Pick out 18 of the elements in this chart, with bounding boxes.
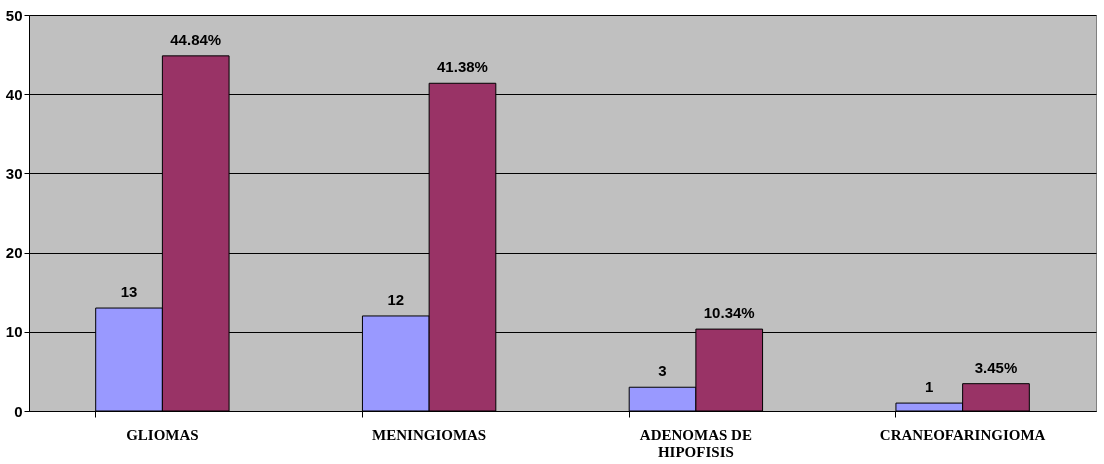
x-tick-label: CRANEOFARINGIOMA (879, 426, 1046, 443)
y-tick-label: 0 (14, 402, 23, 420)
y-tick-label: 50 (5, 6, 23, 24)
data-label: 13 (120, 283, 138, 301)
y-tick-label: 10 (5, 323, 23, 341)
data-label: 1 (925, 378, 934, 396)
data-label: 44.84% (170, 30, 222, 48)
y-tick-label: 20 (5, 244, 23, 262)
y-tick-label: 30 (5, 164, 23, 182)
data-label: 10.34% (703, 304, 755, 322)
x-tick-label: ADENOMAS DE HIPOFISIS (639, 426, 752, 460)
data-label: 12 (387, 290, 405, 308)
x-tick-label: GLIOMAS (126, 426, 199, 443)
data-label: 3.45% (974, 358, 1018, 376)
x-tick-label: MENINGIOMAS (372, 426, 487, 443)
y-tick-label: 40 (5, 85, 23, 103)
data-label: 3 (658, 362, 667, 380)
data-label: 41.38% (437, 58, 488, 76)
